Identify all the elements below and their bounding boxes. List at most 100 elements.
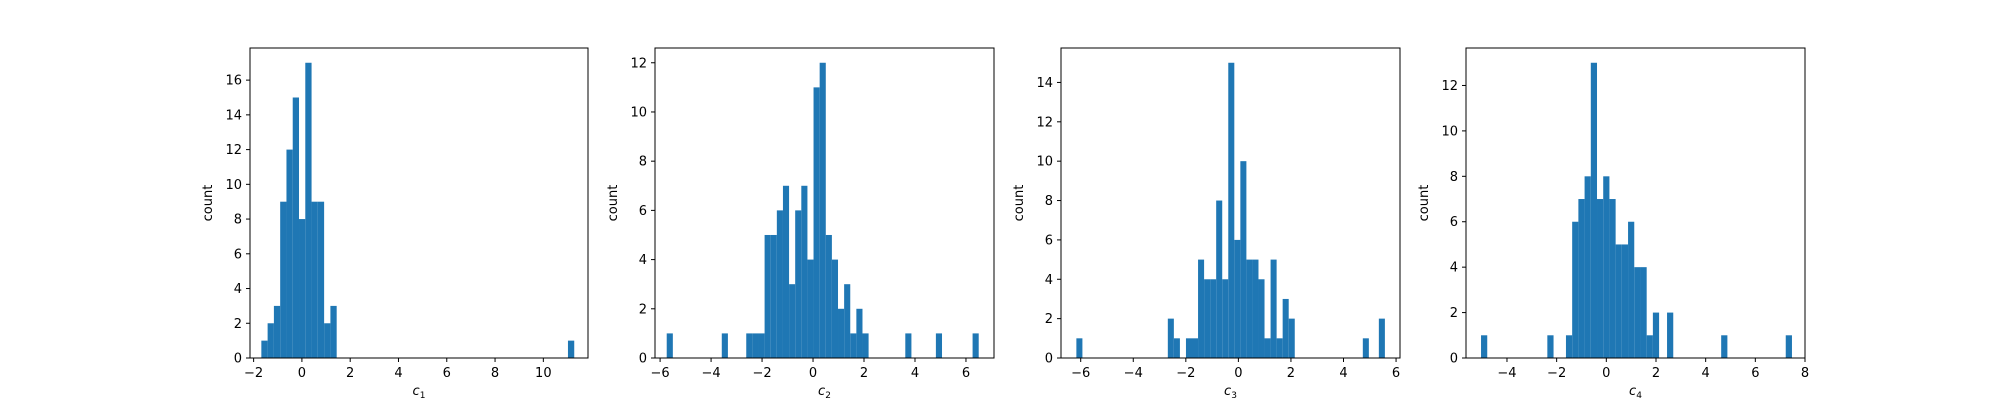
histogram-bar [776,210,783,358]
histogram-bar [292,97,300,358]
x-tick-label: 2 [1287,366,1295,381]
histogram-bar [795,210,802,358]
y-tick-label: 8 [639,155,647,170]
y-tick-label: 6 [1045,233,1053,248]
x-axis-label-base: c [1629,384,1636,399]
x-tick-label: −6 [1071,366,1090,381]
y-tick-label: 12 [225,143,242,158]
x-tick-label: −2 [244,366,263,381]
histogram-bar [324,323,331,358]
y-tick-label: 10 [225,178,242,193]
histogram-bar [1378,318,1385,358]
y-tick-label: 14 [1036,76,1053,91]
y-axis-label: count [201,185,216,222]
histogram-bar [330,305,337,358]
histogram-bar [831,259,839,358]
bars-group [666,62,979,359]
histogram-bar [838,308,845,358]
histogram-bar [1192,338,1199,358]
x-tick-label: 4 [911,366,919,381]
x-axis-label: c4 [1629,384,1642,400]
y-tick-label: 0 [639,352,647,367]
x-tick-label: 6 [1751,366,1759,381]
axes-frame [1060,47,1401,359]
x-tick-label: 0 [1602,366,1610,381]
histogram-bar [567,340,575,358]
histogram-bar [770,234,777,358]
y-tick-label: 14 [225,108,242,123]
y-axis-label: count [1012,185,1027,222]
histogram-bar [746,333,753,358]
y-tick-label: 2 [639,302,647,317]
y-tick-label: 10 [1036,155,1053,170]
histogram-bar [1547,335,1554,358]
histogram-bar [1210,279,1217,358]
histogram-bar [280,201,287,358]
histogram-bar [1634,267,1641,358]
bars-group [1076,62,1385,358]
histogram-bar [819,62,826,358]
axes-frame [249,47,589,359]
histogram-bar [267,323,274,358]
x-axis-label-subscript: 3 [1231,391,1237,400]
y-tick-label: 4 [234,282,242,297]
histogram-bar [305,62,312,358]
histogram-bar [813,87,820,359]
y-tick-label: 2 [234,317,242,332]
x-tick-label: −4 [701,366,720,381]
histogram-bar [758,333,765,358]
y-tick-label: 16 [225,74,242,89]
x-axis-label: c3 [1224,384,1237,400]
histogram-bar [972,333,979,358]
x-tick-label: 0 [1234,366,1242,381]
histogram-bar [1258,279,1265,358]
histogram-bar [1076,338,1083,358]
x-tick-label: 8 [491,366,499,381]
histogram-bar [666,333,673,358]
x-tick-label: 2 [860,366,868,381]
x-axis-label-base: c [1224,384,1231,399]
y-tick-label: 0 [1450,352,1458,367]
x-tick-label: 6 [1392,366,1400,381]
y-axis-label: count [606,185,621,222]
x-tick-label: −6 [651,366,670,381]
histogram-bar [782,185,790,358]
axes-frame [654,47,995,359]
x-tick-label: 2 [1652,366,1660,381]
histogram-bar [1628,221,1635,358]
x-tick-label: 0 [809,366,817,381]
y-tick-label: 4 [1045,273,1053,288]
x-tick-label: −2 [1176,366,1195,381]
histogram-bar [1240,161,1247,358]
x-axis-label-base: c [818,384,825,399]
histogram-bar [273,305,281,358]
histogram-bar [1282,298,1289,358]
y-tick-label: 0 [1045,352,1053,367]
histogram-bar [1234,239,1241,358]
x-axis-label-subscript: 1 [420,391,426,400]
histogram-bar [1252,259,1259,358]
y-tick-label: 12 [1036,115,1053,130]
y-tick-label: 6 [234,247,242,262]
histogram-bar [1646,335,1653,358]
x-tick-label: 6 [443,366,451,381]
histogram-bar [1785,335,1792,358]
histogram-bar [1652,312,1660,358]
y-axis-label: count [1417,185,1432,222]
x-axis-label: c2 [818,384,831,400]
histogram-bar [1603,176,1610,358]
histogram-bar [1264,338,1271,358]
histogram-bar [299,219,306,358]
histogram-bar [1270,259,1277,358]
histogram-bar [1222,279,1229,358]
y-tick-label: 0 [234,352,242,367]
x-tick-label: 2 [346,366,354,381]
histogram-bar [1246,259,1253,358]
x-axis-label-base: c [413,384,420,399]
y-tick-label: 10 [630,105,647,120]
x-tick-label: −2 [1547,366,1566,381]
x-tick-label: 10 [535,366,552,381]
histogram-bar [286,149,293,358]
